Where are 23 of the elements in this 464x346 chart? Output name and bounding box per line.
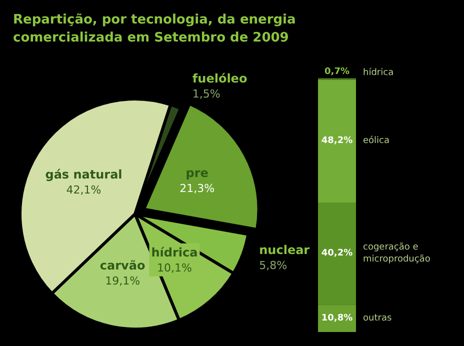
series-label: hídrica: [363, 67, 394, 78]
slice-label: fuelóleo: [192, 71, 248, 86]
data-label: 10,8%: [321, 313, 353, 324]
data-label: 0,7%: [324, 66, 350, 77]
data-label: 21,3%: [180, 182, 215, 196]
data-label: 1,5%: [192, 87, 220, 100]
slice-label: carvão: [100, 258, 146, 273]
data-label: 40,2%: [321, 248, 353, 259]
slice-label: pre: [186, 166, 208, 180]
bar: [318, 202, 356, 305]
slice-label: gás natural: [45, 167, 122, 182]
data-label: 42,1%: [66, 183, 102, 196]
series-label: eólica: [363, 135, 390, 146]
series-label: cogeração e microprodução: [363, 242, 431, 265]
slice-label: nuclear: [259, 242, 310, 257]
chart-title: Repartição, por tecnologia, da energia comercializada em Setembro de 2009: [13, 12, 300, 46]
data-label: 5,8%: [259, 258, 288, 272]
data-label: 48,2%: [321, 136, 353, 146]
series-label: outras: [363, 313, 392, 324]
slice-label: hídrica: [151, 245, 198, 260]
data-label: 10,1%: [157, 261, 192, 274]
bar: [318, 80, 356, 202]
data-label: 19,1%: [105, 274, 140, 288]
